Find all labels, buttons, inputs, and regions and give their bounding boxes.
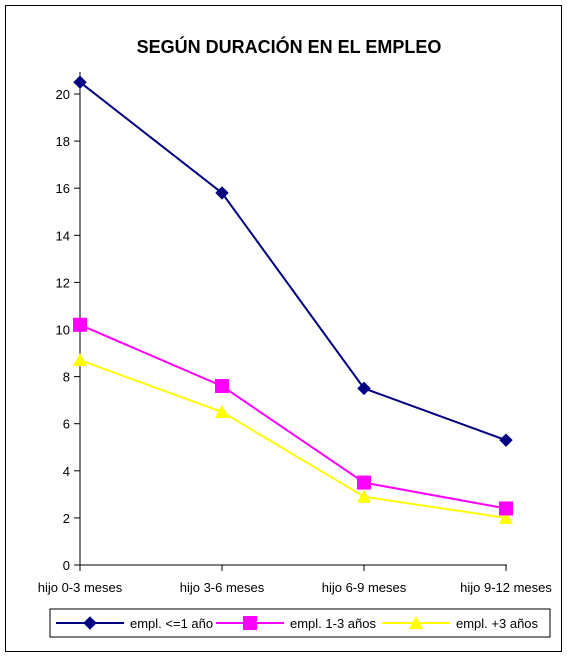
square-marker: [73, 317, 87, 332]
series-line: [79, 81, 507, 442]
y-tick-label: 10: [56, 323, 70, 338]
series-line: [79, 323, 507, 510]
series-line: [79, 359, 507, 519]
diamond-marker: [357, 381, 371, 396]
legend-point-marker: [83, 616, 97, 630]
square-marker: [357, 475, 371, 490]
triangle-marker: [357, 489, 371, 503]
y-tick-label: 4: [63, 464, 70, 479]
diamond-marker: [73, 75, 87, 89]
diamond-marker: [83, 616, 97, 630]
y-tick-label: 8: [63, 370, 70, 385]
triangle-marker: [499, 510, 513, 524]
legend-item: empl. <=1 año: [56, 616, 213, 631]
x-axis-ticks: hijo 0-3 meses hijo 3-6 meses hijo 6-9 mes…: [38, 565, 552, 595]
y-tick-label: 0: [63, 558, 70, 573]
legend-label: empl. +3 años: [456, 616, 539, 631]
legend-point-marker: [243, 616, 257, 630]
x-tick-label: hijo 3-6 meses: [180, 580, 265, 595]
y-tick-label: 6: [63, 417, 70, 432]
x-tick-label: hijo 0-3 meses: [38, 580, 123, 595]
y-tick-label: 20: [56, 87, 70, 102]
chart-frame: [5, 5, 562, 652]
legend-label: empl. 1-3 años: [290, 616, 376, 631]
triangle-marker: [215, 404, 229, 418]
square-marker: [499, 501, 513, 516]
legend-label: empl. <=1 año: [130, 616, 213, 631]
y-axis-ticks: 0 2 4 6 8 10 12 14 16 18 20: [56, 87, 80, 573]
y-tick-label: 18: [56, 134, 70, 149]
x-tick-label: hijo 9-12 meses: [460, 580, 552, 595]
y-tick-label: 2: [63, 511, 70, 526]
legend-point-marker: [409, 616, 423, 629]
legend-item: empl. +3 años: [382, 616, 539, 631]
series-group: [73, 75, 513, 524]
chart-title: SEGÚN DURACIÓN EN EL EMPLEO: [137, 36, 442, 57]
x-tick-label: hijo 6-9 meses: [322, 580, 407, 595]
y-tick-label: 12: [56, 275, 70, 290]
legend-box: [49, 608, 551, 638]
diamond-marker: [499, 433, 513, 447]
y-tick-label: 14: [56, 228, 70, 243]
legend-item: empl. 1-3 años: [216, 616, 376, 631]
diamond-marker: [215, 186, 229, 200]
square-marker: [243, 616, 257, 630]
triangle-marker: [73, 353, 87, 367]
y-tick-label: 16: [56, 181, 70, 196]
square-marker: [215, 379, 229, 394]
triangle-marker: [409, 616, 423, 629]
